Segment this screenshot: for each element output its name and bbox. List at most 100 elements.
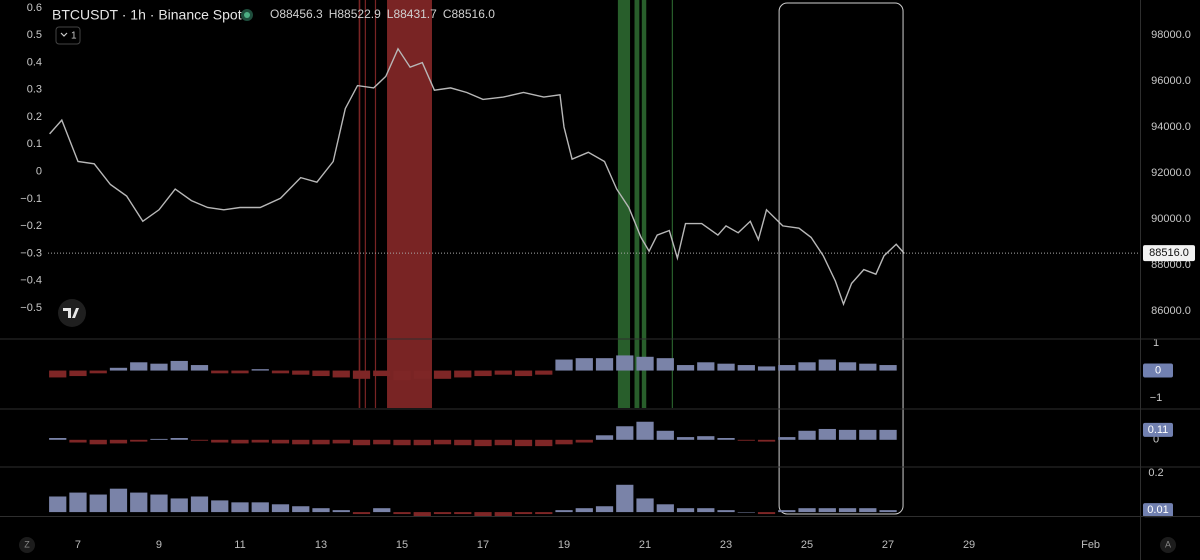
y2-tick-label: 0.4 [27,56,42,68]
last-value-badge [1143,363,1173,378]
y-tick-label: 94000.0 [1151,121,1191,133]
y2-tick-label: −0.2 [20,220,42,232]
highlight-zone [641,0,647,408]
histogram-bar [231,439,249,444]
ohlc-value: L88431.7 [387,7,437,21]
histogram-bar [109,367,128,371]
button-circle[interactable] [1160,537,1176,553]
histogram-bar [636,498,654,513]
highlight-zone [634,0,640,408]
histogram-bar [433,512,452,515]
histogram-bar [717,363,735,371]
button-label: A [1165,539,1171,549]
y2-tick-label: 0.1 [27,138,42,150]
histogram-bar [130,362,148,371]
histogram-bar [474,512,492,516]
histogram-bar [130,492,148,513]
histogram-bar [656,358,674,371]
histogram-bar [49,496,67,513]
last-value-label: 0 [1155,364,1161,376]
histogram-bar [636,421,654,440]
histogram-bar [494,439,512,446]
y-tick-label: 1 [1153,337,1159,349]
histogram-bar [616,484,634,513]
last-price-badge [1143,245,1195,262]
histogram-bar [231,502,249,513]
x-tick-label: 21 [639,539,651,551]
histogram-bar [69,439,87,443]
chevron-icon [60,32,68,37]
x-tick-label: Feb [1081,539,1100,551]
histogram-bar [352,439,371,446]
histogram-bar [454,370,472,378]
y-tick-label: 90000.0 [1151,213,1191,225]
highlight-zone [358,0,361,408]
histogram-bar [292,506,310,513]
histogram-bar [89,494,107,513]
y-tick-label: 88000.0 [1151,259,1191,271]
histogram-bar [251,439,269,443]
histogram-bar [190,496,209,513]
histogram-bar [818,428,836,440]
histogram-bar [89,439,107,445]
histogram-bar [514,512,533,515]
histogram-bar [393,512,411,515]
indicator-toggle[interactable] [55,26,81,45]
x-tick-label: 13 [315,539,327,551]
histogram-bar [879,510,897,513]
histogram-bar [332,439,350,444]
tv-logo[interactable] [58,299,86,327]
button-circle[interactable] [19,537,35,553]
y2-tick-label: 0.5 [27,29,42,41]
highlight-zone [671,0,673,408]
histogram-bar [636,356,654,371]
y-tick-label: 92000.0 [1151,167,1191,179]
histogram-bar [859,508,877,513]
histogram-bar [413,512,431,516]
indicator-count: 1 [71,31,77,42]
histogram-bar [717,438,735,440]
histogram-bar [656,504,674,513]
histogram-bar [393,370,411,381]
ohlc-value: C88516.0 [443,7,495,21]
histogram-bar [818,508,836,513]
histogram-bar [555,439,573,445]
histogram-bar [778,510,796,513]
histogram-bar [798,508,816,513]
histogram-bar [717,510,735,513]
x-tick-label: 29 [963,539,975,551]
ohlc-value: O88456.3 [270,7,323,21]
histogram-bar [150,494,168,513]
histogram-bar [818,359,836,371]
histogram-bar [859,363,877,371]
y-tick-label: 98000.0 [1151,29,1191,41]
histogram-bar [535,439,553,447]
highlight-zone [374,0,377,408]
histogram-bar [859,429,877,440]
y-tick-label: 0.2 [1148,467,1163,479]
histogram-bar [474,370,492,377]
histogram-bar [535,370,553,375]
y2-tick-label: 0.3 [27,84,42,96]
histogram-bar [879,365,897,371]
histogram-bar [595,358,614,371]
x-tick-label: 7 [75,539,81,551]
histogram-bar [798,362,816,371]
last-value-badge [1143,422,1173,437]
histogram-bar [150,363,168,371]
histogram-bar [332,370,350,378]
y2-tick-label: 0.2 [27,111,42,123]
histogram-bar [413,370,431,379]
histogram-bar [211,500,229,513]
x-tick-label: 9 [156,539,162,551]
histogram-bar [373,439,391,445]
ohlc-value: H88522.9 [329,7,381,21]
histogram-bar [49,438,67,440]
histogram-bar [514,439,533,447]
histogram-bar [292,439,310,445]
histogram-bar [413,439,431,446]
histogram-bar [798,430,816,440]
histogram-bar [312,439,330,445]
highlight-zone [617,0,631,408]
x-tick-label: 25 [801,539,813,551]
